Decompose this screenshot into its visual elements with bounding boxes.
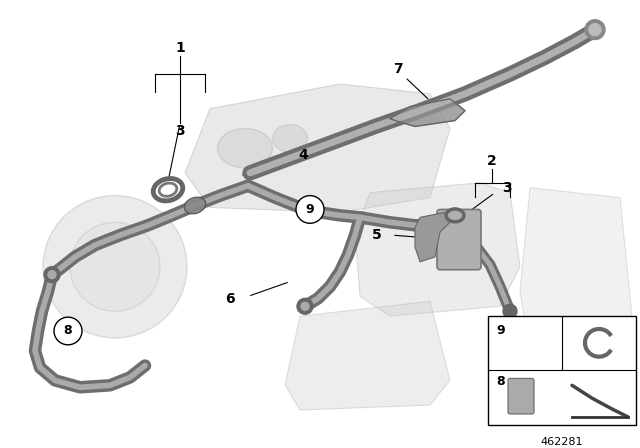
- Circle shape: [296, 196, 324, 223]
- Text: 2: 2: [487, 154, 497, 168]
- Polygon shape: [520, 188, 635, 356]
- Circle shape: [585, 20, 605, 39]
- Bar: [488, 316, 636, 425]
- Circle shape: [48, 271, 56, 279]
- Ellipse shape: [218, 129, 273, 168]
- Text: 5: 5: [372, 228, 382, 242]
- Polygon shape: [355, 183, 520, 316]
- Text: 6: 6: [225, 293, 235, 306]
- Text: 4: 4: [298, 148, 308, 162]
- Text: 8: 8: [496, 375, 504, 388]
- Text: 3: 3: [502, 181, 511, 195]
- Text: 1: 1: [175, 41, 185, 56]
- Text: 7: 7: [394, 62, 403, 76]
- FancyBboxPatch shape: [508, 379, 534, 414]
- Circle shape: [44, 267, 60, 283]
- Text: 8: 8: [64, 324, 72, 337]
- Circle shape: [297, 298, 313, 314]
- Ellipse shape: [184, 197, 205, 214]
- Text: 9: 9: [306, 203, 314, 216]
- Circle shape: [589, 24, 601, 35]
- Ellipse shape: [273, 125, 307, 152]
- Text: 9: 9: [496, 324, 504, 337]
- Circle shape: [503, 304, 517, 318]
- Text: 462281: 462281: [541, 437, 583, 447]
- Polygon shape: [185, 84, 450, 212]
- Polygon shape: [415, 212, 450, 262]
- Circle shape: [301, 302, 309, 310]
- Polygon shape: [390, 99, 465, 126]
- Circle shape: [43, 196, 187, 338]
- Polygon shape: [285, 302, 450, 410]
- Circle shape: [54, 317, 82, 345]
- Circle shape: [70, 222, 160, 311]
- Text: 3: 3: [175, 125, 185, 138]
- FancyBboxPatch shape: [437, 210, 481, 270]
